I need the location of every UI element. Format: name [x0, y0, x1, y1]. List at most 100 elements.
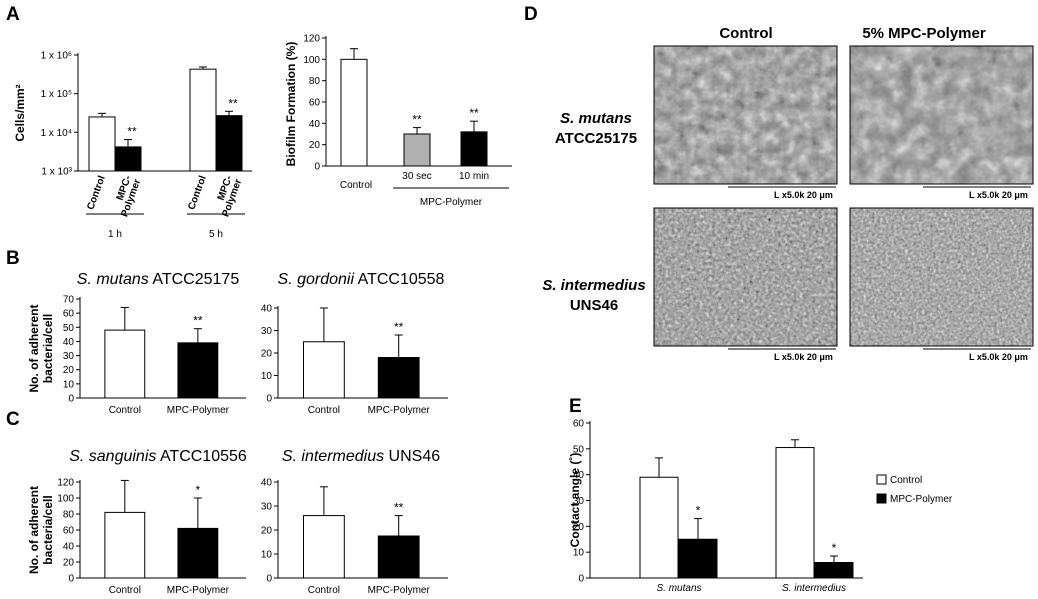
- chart-s-mutans-adherence: 0 10 20 30 40 50 60 70S. mutans ATCC25175 No. of…: [27, 271, 246, 416]
- y-tick-label: 0: [578, 574, 584, 585]
- y-tick-label: 40: [63, 337, 75, 348]
- sem-row-label-s-intermedius: S. intermedius: [542, 277, 645, 294]
- bar: [377, 357, 420, 399]
- chart-cell-adhesion-log: 1 x 10³ 1 x 10⁴ 1 x 10⁵ 1 x 10⁶ Cells/mm² Con…: [13, 51, 252, 240]
- x-category-label: MPC-Polymer: [110, 174, 143, 218]
- y-tick-label: 20: [309, 140, 321, 151]
- bar: [177, 527, 219, 579]
- significance-marker: **: [394, 320, 404, 334]
- y-tick-label: 120: [303, 34, 320, 45]
- sem-image-s-intermedius-control: [653, 207, 838, 347]
- y-tick-label: 60: [63, 526, 75, 537]
- group-label: 1 h: [108, 229, 122, 240]
- chart-title-strain: ATCC10556: [156, 448, 247, 465]
- y-tick-label: 40: [573, 470, 585, 481]
- y-tick-label: 20: [261, 526, 273, 537]
- sem-image-s-mutans-mpc: [849, 45, 1034, 185]
- y-tick-label: 40: [63, 542, 75, 553]
- x-category-label: MPC-Polymer: [211, 174, 244, 218]
- y-tick-label: 30: [261, 502, 273, 513]
- chart-title-species: S. intermedius: [282, 448, 384, 465]
- legend-swatch: [876, 493, 887, 504]
- y-tick-label: 0: [266, 394, 272, 405]
- group-label: 5 h: [209, 229, 223, 240]
- bar: [814, 562, 854, 579]
- chart-title: S. mutans ATCC25175: [77, 271, 240, 288]
- x-category-label: Control: [308, 405, 340, 416]
- legend-label: MPC-Polymer: [890, 494, 953, 505]
- chart-title-strain: ATCC25175: [149, 271, 240, 288]
- chart-biofilm-formation: 0 20 40 60 80 100 120 Biofilm Formation (%) ** **…: [284, 34, 512, 208]
- x-category-label: 30 sec: [402, 171, 431, 182]
- bar: [303, 341, 345, 399]
- sem-row-label-s-mutans: S. mutans: [560, 110, 632, 127]
- y-tick-label: 40: [261, 304, 273, 315]
- scale-bar-label: L x5.0k 20 μm: [969, 352, 1028, 362]
- chart-title: S. intermedius UNS46: [282, 448, 440, 465]
- significance-marker: **: [394, 501, 404, 515]
- y-axis-label: No. of adherentbacteria/cell: [27, 304, 55, 392]
- bar: [177, 342, 219, 399]
- scale-bar-label: L x5.0k 20 μm: [969, 190, 1028, 200]
- chart-s-sanguinis-adherence: 0 20 40 60 80 100 120 S. sanguinis ATCC10556 No.…: [27, 448, 247, 596]
- x-category-label: S. mutans: [656, 583, 701, 594]
- bar: [377, 535, 420, 579]
- chart-title: S. sanguinis ATCC10556: [69, 448, 247, 465]
- x-category-label: 10 min: [459, 171, 489, 182]
- x-category-label: MPC-Polymer: [368, 585, 431, 596]
- chart-s-gordonii-adherence: 0 10 20 30 40 S. gordonii ATCC10558 Control ** M…: [261, 271, 448, 416]
- y-tick-label: 30: [573, 496, 585, 507]
- sem-panel: Control 5% MPC-Polymer S. mutans ATCC251…: [542, 25, 1034, 362]
- y-tick-label: 10: [63, 379, 75, 390]
- bar: [215, 115, 243, 172]
- x-category-label: Control: [340, 180, 372, 191]
- y-tick-label: 0: [314, 162, 320, 173]
- y-tick-label: 40: [261, 478, 273, 489]
- y-tick-label: 20: [261, 349, 273, 360]
- scale-bar-label: L x5.0k 20 μm: [774, 190, 833, 200]
- y-tick-label: 50: [573, 444, 585, 455]
- y-tick-label: 100: [303, 55, 320, 66]
- y-tick-label: 60: [309, 98, 321, 109]
- y-axis-label: Biofilm Formation (%): [284, 42, 298, 167]
- significance-marker: **: [412, 113, 422, 127]
- y-tick-label: 100: [57, 494, 74, 505]
- y-tick-label: 120: [57, 478, 74, 489]
- y-tick-label: 30: [261, 326, 273, 337]
- x-category-label: S. intermedius: [782, 583, 846, 594]
- chart-s-intermedius-adherence: 0 10 20 30 40 S. intermedius UNS46 Control ** MP…: [261, 448, 448, 596]
- bar: [114, 146, 142, 172]
- significance-marker: **: [228, 96, 238, 110]
- x-category-label: MPC-Polymer: [368, 405, 431, 416]
- chart-title-species: S. mutans: [77, 271, 149, 288]
- chart-title-species: S. gordonii: [278, 271, 355, 288]
- x-category-label: Control: [186, 174, 209, 211]
- significance-marker: **: [469, 106, 479, 120]
- y-tick-label: 80: [63, 510, 75, 521]
- legend-label: Control: [890, 475, 922, 486]
- panel-letter-e: E: [569, 396, 582, 417]
- bar: [678, 538, 718, 579]
- y-tick-label: 20: [63, 365, 75, 376]
- y-tick-label: 80: [309, 76, 321, 87]
- panel-letter-d: D: [524, 4, 538, 25]
- y-tick-label: 0: [68, 574, 74, 585]
- group-label: MPC-Polymer: [420, 197, 483, 208]
- y-tick-label: 10: [261, 550, 273, 561]
- y-tick-label: 50: [63, 323, 75, 334]
- chart-title-species: S. sanguinis: [69, 448, 156, 465]
- y-tick-label: 1 x 10⁶: [41, 51, 72, 62]
- significance-marker: *: [696, 504, 701, 518]
- bar: [104, 511, 146, 579]
- significance-marker: **: [193, 314, 203, 328]
- y-tick-label: 40: [309, 119, 321, 130]
- y-tick-label: 1 x 10⁴: [40, 128, 72, 139]
- bar: [189, 68, 217, 172]
- sem-row-label-uns46: UNS46: [570, 297, 618, 314]
- y-axis-label: Contact angle (˚): [568, 453, 582, 548]
- y-axis-label-line: No. of adherent: [27, 304, 41, 392]
- sem-col-header-mpc: 5% MPC-Polymer: [862, 25, 986, 42]
- sem-col-header-control: Control: [719, 25, 772, 42]
- y-tick-label: 10: [573, 548, 585, 559]
- bar: [340, 58, 368, 167]
